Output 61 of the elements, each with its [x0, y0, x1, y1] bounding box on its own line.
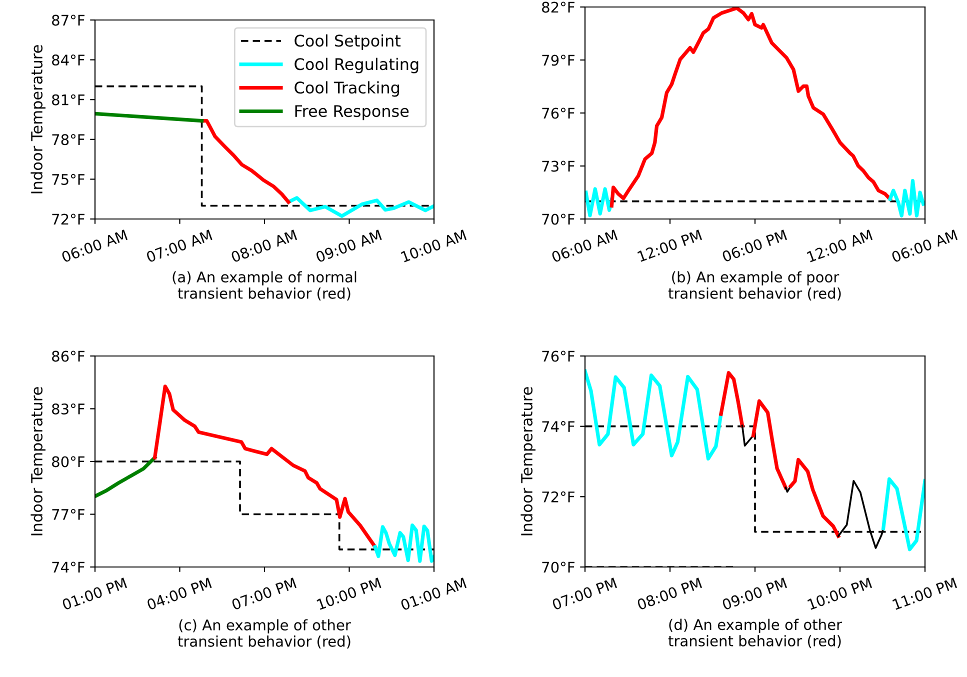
line-series [585, 369, 723, 460]
x-tick-label: 10:00 AM [400, 229, 467, 262]
x-tick-label: 01:00 PM [62, 577, 128, 610]
legend-label: Cool Tracking [294, 81, 399, 97]
x-tick-label: 08:00 AM [230, 229, 298, 263]
x-tick-label: 06:00 AM [61, 229, 128, 263]
x-tick-label: 12:00 AM [806, 229, 873, 262]
x-tick-label: 01:00 AM [400, 577, 467, 611]
line-series [152, 384, 377, 549]
x-tick-label: 10:00 PM [316, 577, 382, 610]
y-tick-label: 74°F [52, 562, 84, 573]
x-axis-title: (d) An example of other transient behavior (red) [668, 618, 842, 648]
line-series [585, 187, 614, 218]
y-tick-label: 80°F [52, 456, 84, 468]
x-tick-label: 09:00 AM [315, 229, 382, 263]
y-axis-title: Indoor Temperature [30, 387, 46, 536]
y-axis-title: Indoor Temperature [520, 387, 536, 536]
line-series [610, 7, 892, 208]
x-tick-label: 07:00 AM [146, 229, 212, 263]
x-axis-title: (a) An example of normal transient behavior (red) [172, 271, 356, 301]
line-series [719, 371, 744, 428]
legend-label: Cool Setpoint [294, 34, 401, 50]
x-tick-label: 12:00 PM [637, 229, 702, 262]
x-tick-label: 04:00 PM [146, 577, 212, 610]
x-tick-label: 10:00 PM [807, 577, 872, 610]
x-tick-label: 06:00 AM [891, 229, 958, 263]
y-tick-label: 76°F [542, 350, 574, 362]
x-tick-label: 06:00 PM [722, 229, 788, 262]
y-tick-label: 78°F [52, 134, 84, 146]
x-tick-label: 08:00 PM [636, 577, 702, 610]
y-tick-label: 86°F [52, 350, 84, 362]
x-axis-title: (b) An example of poor transient behavior (red) [668, 271, 841, 301]
y-tick-label: 70°F [542, 214, 574, 225]
y-tick-label: 79°F [542, 54, 574, 66]
x-tick-label: 07:00 PM [231, 577, 297, 610]
y-tick-label: 82°F [542, 2, 574, 13]
line-series [95, 456, 157, 498]
x-tick-label: 09:00 PM [722, 577, 788, 610]
y-tick-label: 70°F [542, 562, 574, 573]
line-series [882, 477, 925, 552]
y-tick-label: 75°F [52, 174, 84, 185]
x-tick-label: 11:00 PM [892, 577, 958, 610]
line-series [373, 524, 434, 563]
y-tick-label: 73°F [542, 160, 574, 172]
y-tick-label: 74°F [542, 421, 574, 432]
y-tick-label: 72°F [542, 491, 574, 502]
legend-label: Cool Regulating [294, 58, 418, 74]
x-axis-title: (c) An example of other transient behavior (red) [178, 619, 351, 649]
line-series [888, 179, 925, 218]
y-tick-label: 72°F [52, 214, 84, 225]
y-axis-title: Indoor Temperature [30, 45, 46, 194]
x-tick-label: 07:00 PM [552, 577, 618, 610]
y-tick-label: 84°F [52, 54, 84, 66]
y-tick-label: 87°F [52, 14, 84, 26]
y-tick-label: 76°F [542, 108, 574, 119]
legend-label: Free Response [295, 105, 409, 120]
y-tick-label: 83°F [52, 403, 84, 414]
y-tick-label: 81°F [52, 94, 84, 106]
y-tick-label: 77°F [52, 508, 84, 520]
x-tick-label: 06:00 AM [551, 229, 618, 263]
line-series [286, 196, 434, 218]
